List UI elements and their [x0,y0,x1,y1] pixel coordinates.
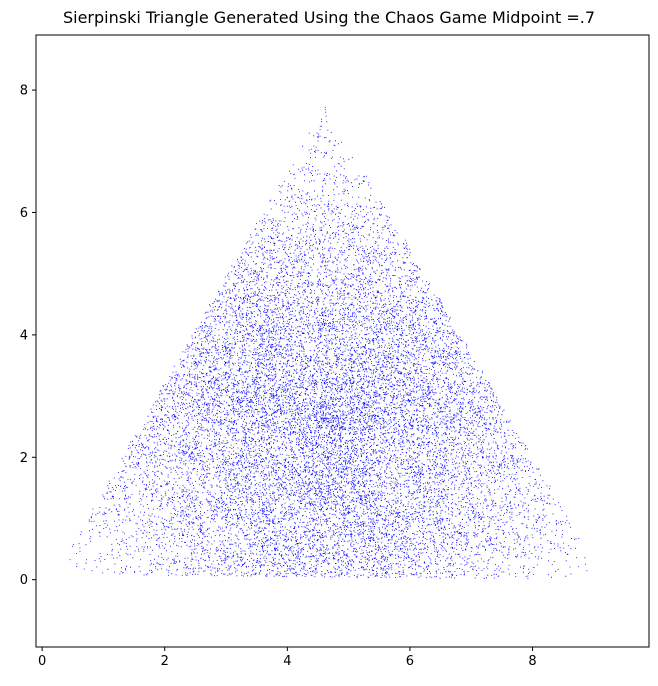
x-tick-label: 6 [406,654,414,669]
x-tick-label: 4 [283,654,291,669]
scatter-point-cloud [69,106,588,580]
x-tick-label: 0 [38,654,46,669]
scatter-points [69,106,588,580]
x-axis: 0 2 4 6 8 [38,647,537,669]
y-tick-label: 6 [20,206,28,221]
y-tick-label: 4 [20,328,28,343]
y-axis: 0 2 4 6 8 [20,84,36,588]
y-tick-label: 2 [20,451,28,466]
x-tick-label: 2 [161,654,169,669]
y-tick-label: 0 [20,573,28,588]
y-tick-label: 8 [20,84,28,99]
chart-title: Sierpinski Triangle Generated Using the … [62,8,596,27]
plot-area [35,34,650,648]
x-tick-label: 8 [528,654,536,669]
